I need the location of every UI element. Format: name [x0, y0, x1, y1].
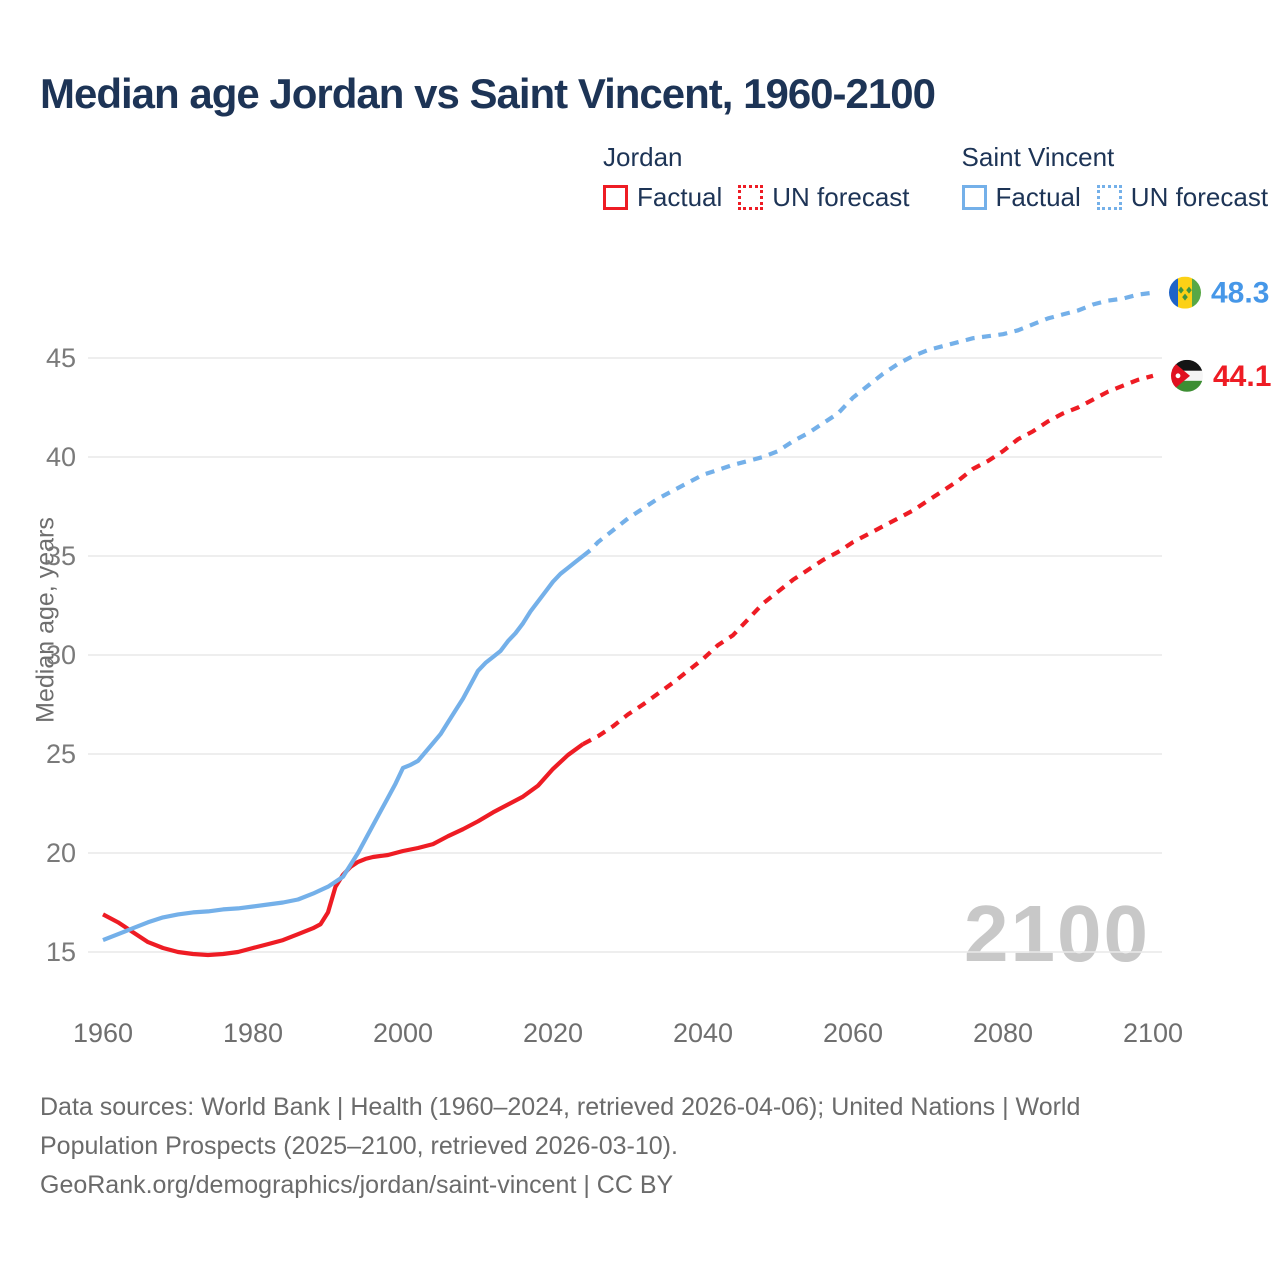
series-line-jordan-un-forecast	[582, 373, 1154, 746]
series-line-saint-vincent-un-forecast	[581, 290, 1154, 558]
x-tick-1960: 1960	[73, 1018, 133, 1048]
x-tick-2100: 2100	[1123, 1018, 1183, 1048]
y-tick-30: 30	[46, 640, 76, 670]
footer-line-3[interactable]: GeoRank.org/demographics/jordan/saint-vi…	[40, 1171, 674, 1199]
y-tick-45: 45	[46, 343, 76, 373]
legend-row-jordan: Factual UN forecast	[603, 182, 926, 213]
x-tick-2020: 2020	[523, 1018, 583, 1048]
y-tick-35: 35	[46, 541, 76, 571]
saint-vincent-end-value: 48.3	[1211, 277, 1269, 310]
legend-group-jordan: Jordan Factual UN forecast	[603, 142, 926, 213]
x-tick-2000: 2000	[373, 1018, 433, 1048]
saint-vincent-forecast-swatch-icon[interactable]	[1096, 185, 1122, 210]
gridlines	[88, 357, 1162, 953]
y-tick-15: 15	[46, 937, 76, 967]
saint-vincent-flag-icon: 48.3	[1169, 276, 1269, 310]
jordan-factual-label[interactable]: Factual	[637, 182, 723, 212]
jordan-forecast-swatch-icon[interactable]	[738, 185, 764, 210]
saint-vincent-factual-label[interactable]: Factual	[995, 182, 1081, 212]
y-tick-20: 20	[46, 838, 76, 868]
jordan-end-value: 44.1	[1213, 360, 1271, 393]
y-tick-25: 25	[46, 739, 76, 769]
legend-country-jordan: Jordan	[603, 142, 683, 172]
footer-line-2: Population Prospects (2025–2100, retriev…	[40, 1132, 678, 1160]
data-series	[102, 290, 1154, 958]
footer: Data sources: World Bank | Health (1960–…	[40, 1088, 1190, 1205]
watermark-year: 2100	[964, 889, 1150, 978]
y-tick-labels: 15 20 25 30 35 40 45	[46, 343, 76, 967]
x-tick-2060: 2060	[823, 1018, 883, 1048]
legend-country-saint-vincent: Saint Vincent	[961, 142, 1115, 172]
saint-vincent-forecast-label[interactable]: UN forecast	[1130, 182, 1269, 212]
footer-line-1: Data sources: World Bank | Health (1960–…	[40, 1093, 1081, 1121]
x-tick-2080: 2080	[973, 1018, 1033, 1048]
jordan-factual-swatch-icon[interactable]	[603, 185, 628, 210]
y-tick-40: 40	[46, 442, 76, 472]
saint-vincent-factual-swatch-icon[interactable]	[961, 185, 987, 210]
series-line-jordan-factual	[102, 742, 585, 958]
legend: Jordan Factual UN forecast Saint Vincent…	[603, 142, 1280, 213]
x-tick-labels: 1960 1980 2000 2020 2040 2060 2080 2100	[73, 1018, 1183, 1048]
chart-title: Median age Jordan vs Saint Vincent, 1960…	[40, 70, 936, 117]
x-tick-1980: 1980	[223, 1018, 283, 1048]
legend-group-saint-vincent: Saint Vincent Factual UN forecast	[961, 142, 1280, 213]
series-line-saint-vincent-factual	[102, 554, 585, 943]
x-tick-2040: 2040	[673, 1018, 733, 1048]
legend-row-saint-vincent: Factual UN forecast	[961, 182, 1280, 213]
jordan-flag-icon: 44.1	[1171, 359, 1271, 393]
jordan-forecast-label[interactable]: UN forecast	[772, 182, 910, 212]
